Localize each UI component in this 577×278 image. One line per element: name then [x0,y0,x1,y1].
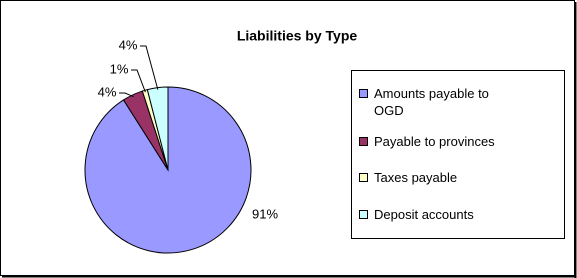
legend-entry: Taxes payable [359,169,554,186]
legend-entry: Payable to provinces [359,133,554,150]
legend-label: Taxes payable [374,170,458,185]
legend-entry: Amounts payable to OGD [359,85,514,119]
legend-label: Deposit accounts [374,207,474,222]
data-label: 4% [119,37,138,52]
leader-line [131,69,146,93]
data-label: 4% [98,84,117,99]
legend-swatch [359,210,368,219]
legend-swatch [359,89,368,98]
legend-swatch [359,137,368,146]
data-label: 91% [252,206,278,221]
data-label: 1% [110,61,129,76]
legend-label: Payable to provinces [374,134,495,149]
legend-label: Amounts payable to OGD [374,86,489,118]
legend-swatch [359,173,368,182]
pie-slice [84,86,252,254]
leader-line [140,45,159,90]
leader-line [119,92,134,98]
chart-title: Liabilities by Type [237,28,358,44]
legend: Amounts payable to OGD Payable to provinc… [351,70,565,239]
legend-entry: Deposit accounts [359,206,554,223]
